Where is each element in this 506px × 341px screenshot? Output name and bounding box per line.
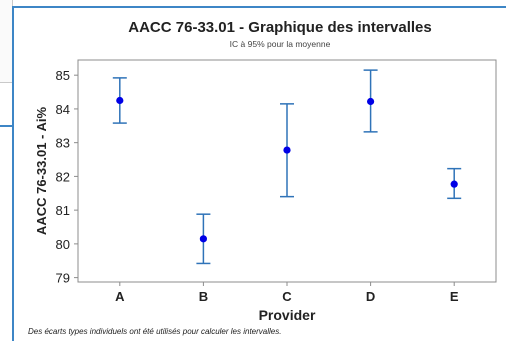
frame-line-left [12, 6, 14, 341]
chart-subtitle: IC à 95% pour la moyenne [229, 39, 331, 49]
mean-point [450, 180, 458, 188]
y-tick-label: 79 [56, 271, 70, 286]
chart-title: AACC 76-33.01 - Graphique des intervalle… [128, 19, 432, 36]
footnote: Des écarts types individuels ont été uti… [28, 327, 282, 336]
x-tick-label: E [450, 289, 459, 304]
frame-line-top [12, 6, 506, 8]
x-tick-label: C [282, 289, 292, 304]
x-tick-label: D [366, 289, 375, 304]
y-tick-label: 80 [56, 237, 70, 252]
interval-a [112, 77, 127, 124]
interval-d [363, 69, 378, 133]
y-tick-label: 82 [56, 169, 70, 184]
y-axis: 79 80 81 82 83 84 85 [56, 68, 78, 286]
y-axis-label: AACC 76-33.01 - Ai% [34, 107, 49, 236]
x-tick-label: A [115, 289, 125, 304]
x-tick-label: B [199, 289, 208, 304]
y-tick-label: 84 [56, 102, 70, 117]
frame-connector [0, 125, 14, 127]
interval-series [112, 69, 462, 265]
x-axis: A B C D E [115, 282, 459, 304]
y-tick-label: 85 [56, 68, 70, 83]
interval-b [196, 213, 211, 265]
mean-point [367, 97, 375, 106]
mean-point [116, 96, 124, 105]
mean-point [199, 235, 207, 243]
y-tick-label: 81 [56, 203, 70, 218]
interval-c [280, 103, 294, 198]
x-axis-label: Provider [259, 307, 316, 323]
interval-e [447, 167, 462, 200]
y-tick-label: 83 [56, 136, 70, 151]
mean-point [283, 146, 291, 154]
